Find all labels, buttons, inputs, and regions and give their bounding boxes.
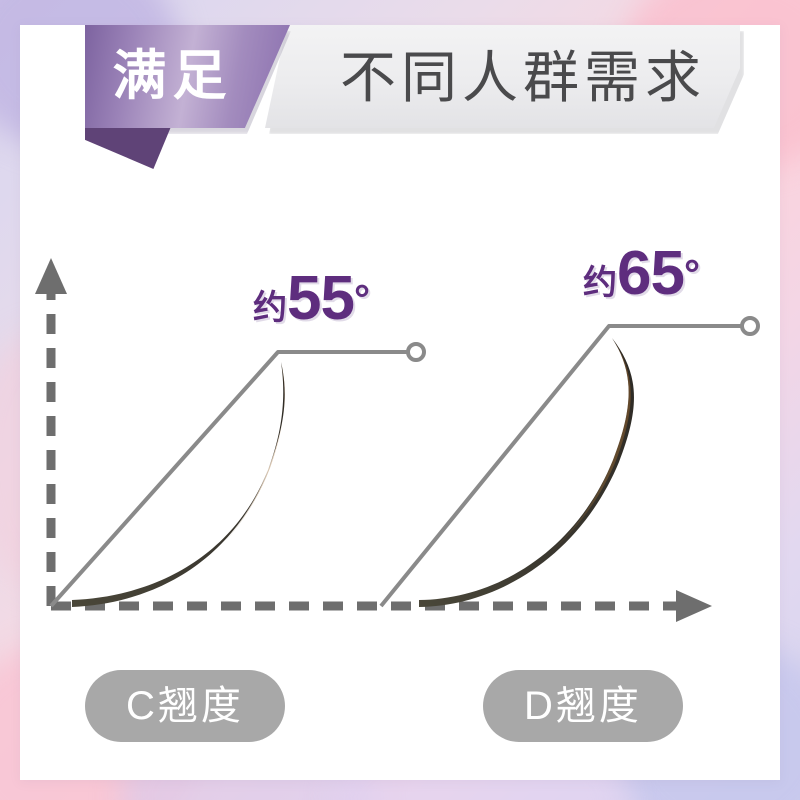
c-angle-unit: ° (353, 277, 370, 322)
d-angle-unit: ° (683, 252, 700, 297)
c-angle-prefix: 约 (253, 289, 287, 327)
ribbon-text: 满足 (112, 46, 233, 106)
d-angle-label: 约65° (583, 243, 700, 305)
d-curl-pill: D翘度 (483, 670, 683, 742)
c-angle-value: 55 (287, 264, 355, 333)
d-angle-value: 65 (617, 239, 685, 308)
headline-banner: 不同人群需求 满足 (65, 25, 744, 170)
headline-panel-text: 不同人群需求 (340, 46, 706, 109)
c-curl-pill: C翘度 (85, 670, 285, 742)
headline-panel (265, 25, 740, 128)
d-angle-prefix: 约 (583, 264, 617, 302)
c-angle-label: 约55° (253, 268, 370, 330)
